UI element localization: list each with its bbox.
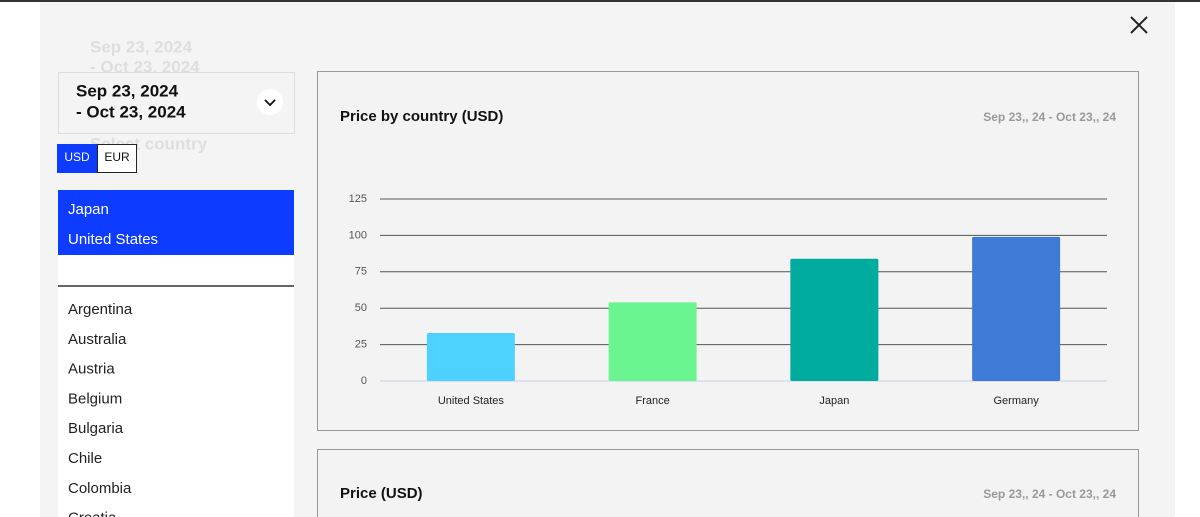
second-card [317,449,1139,517]
second-card-date-range: Sep 23,, 24 - Oct 23,, 24 [983,487,1116,501]
date-picker[interactable] [58,72,295,134]
x-tick-label: France [636,395,670,407]
y-tick-label: 25 [355,339,367,351]
bar [608,302,697,381]
date-end: - Oct 23, 2024 [76,102,186,121]
x-tick-label: Germany [994,395,1040,407]
y-tick-label: 75 [355,266,367,278]
y-tick-label: 100 [349,229,367,241]
selected-country[interactable]: Japan [68,201,109,218]
country-option[interactable]: Belgium [68,390,122,407]
second-card-title: Price (USD) [340,485,423,502]
faded-date-start: Sep 23, 2024 [90,37,193,56]
chart-title: Price by country (USD) [340,108,503,125]
dropdown-button[interactable] [257,89,283,115]
country-option[interactable]: Austria [68,361,115,378]
date-start: Sep 23, 2024 [76,81,179,100]
faded-date-end: - Oct 23, 2024 [90,57,200,76]
bar [790,258,879,381]
currency-button[interactable] [57,144,97,173]
country-option[interactable]: Chile [68,450,102,467]
y-tick-label: 0 [361,375,367,387]
country-option[interactable]: Colombia [68,480,132,497]
chart-date-range: Sep 23,, 24 - Oct 23,, 24 [983,110,1116,124]
country-option[interactable]: Bulgaria [68,420,124,437]
currency-button[interactable] [97,144,137,173]
chevron-icon [264,99,276,107]
close-icon-stroke [1130,16,1148,34]
close-button[interactable] [1130,16,1148,34]
bar [426,332,515,381]
country-list-panel [58,255,294,517]
y-tick-label: 125 [349,193,367,205]
selected-countries-box [58,190,294,255]
country-option[interactable]: Australia [68,331,127,348]
currency-label: EUR [104,150,130,164]
country-option[interactable]: Argentina [68,301,133,318]
currency-label: USD [64,150,90,164]
x-tick-label: United States [438,395,505,407]
bar [972,236,1061,381]
selected-country[interactable]: United States [68,231,158,248]
country-option[interactable]: Croatia [68,510,117,517]
y-tick-label: 50 [355,302,367,314]
x-tick-label: Japan [819,395,849,407]
